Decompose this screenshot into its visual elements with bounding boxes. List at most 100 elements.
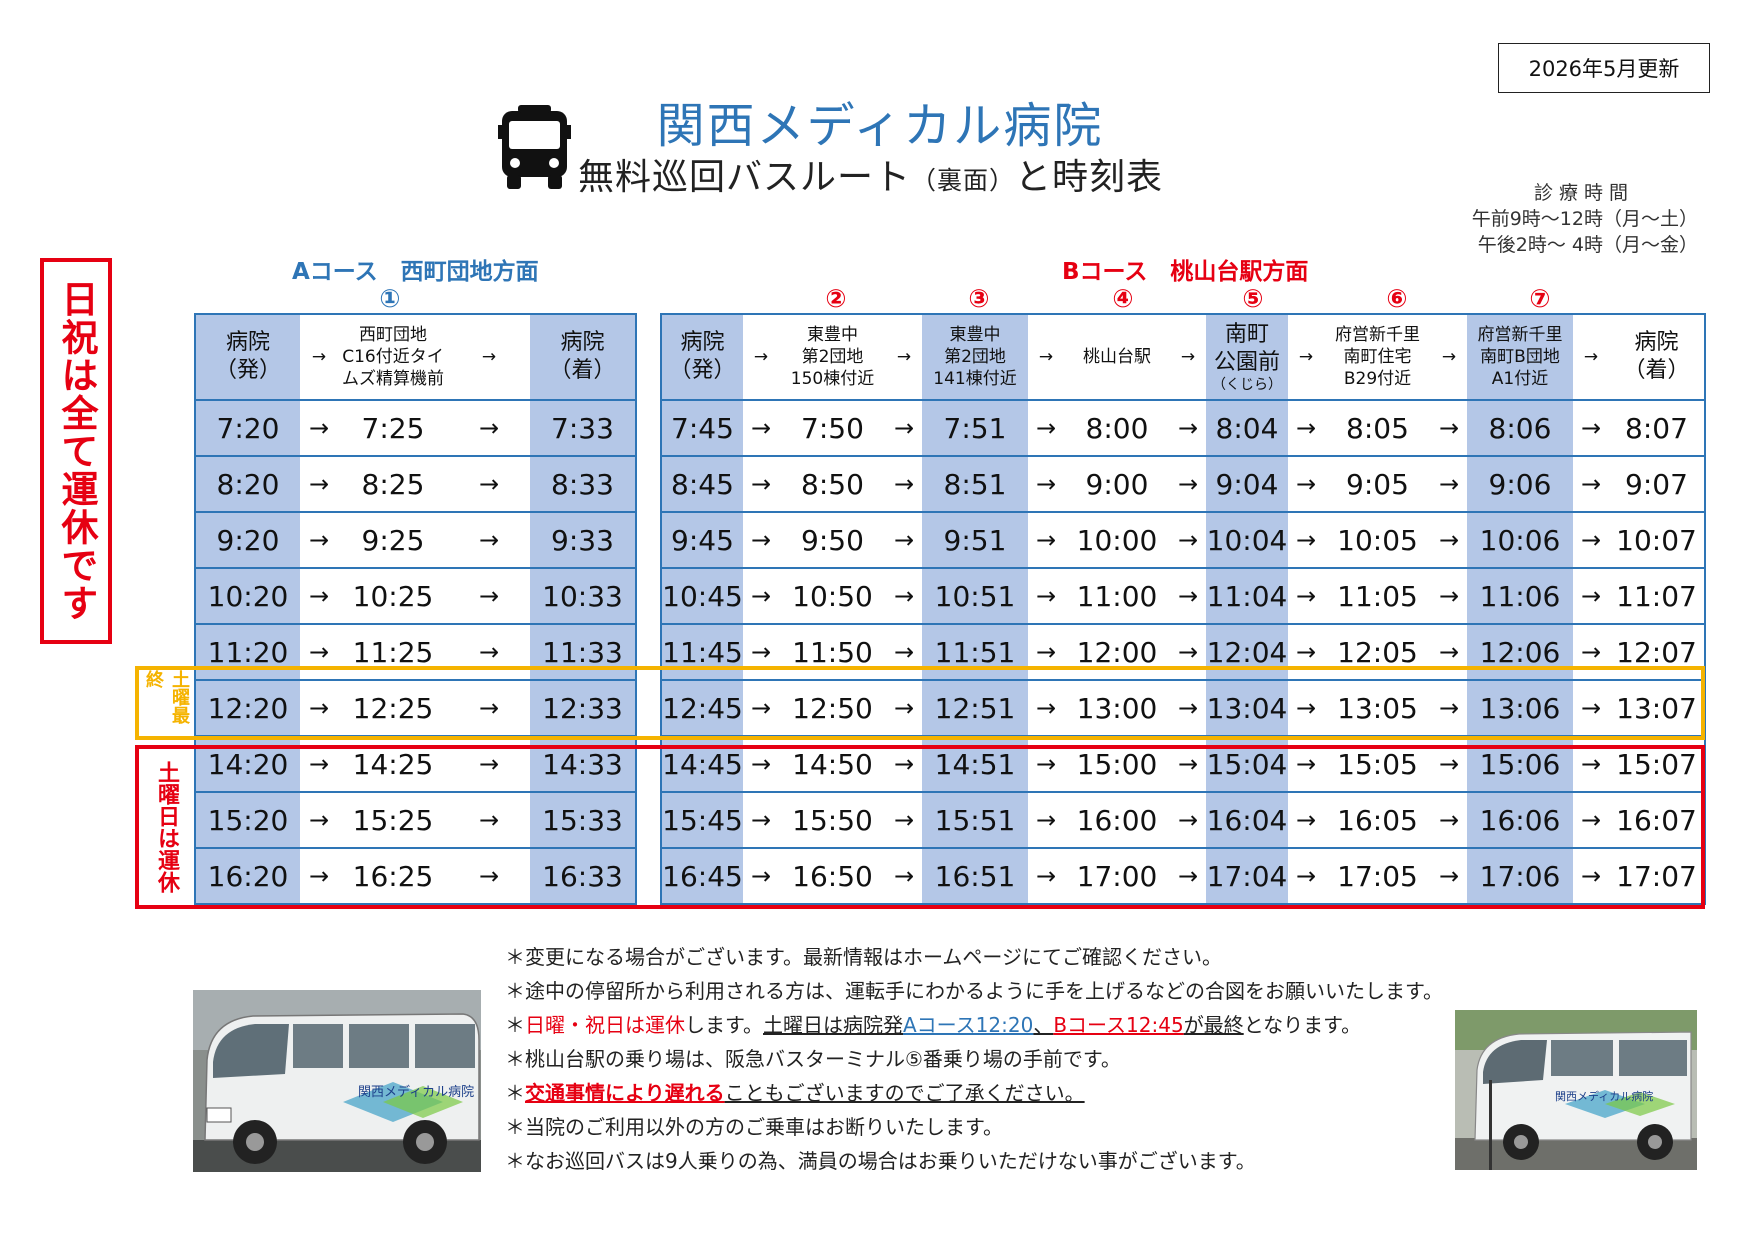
course-b-stop3-time: 11:51: [922, 624, 1028, 681]
arrow-cell-value: →: [1035, 750, 1057, 778]
course-b-stop2-time-value: 8:50: [801, 467, 864, 501]
course-a-arrive-time: 7:33: [530, 400, 636, 457]
course-a-depart-time-value: 15:20: [207, 803, 289, 837]
photo-left-label: 関西メディカル病院: [358, 1084, 474, 1100]
arrow-cell: →: [1028, 680, 1064, 737]
course-a-depart-time: 11:20: [195, 624, 300, 681]
course-b-depart-time-value: 8:45: [671, 467, 734, 501]
course-b-depart-time: 11:45: [661, 624, 743, 681]
arrow-cell-value: →: [1295, 638, 1317, 666]
course-b-stop5-time-value: 10:04: [1206, 523, 1288, 557]
arrow-cell-value: →: [1580, 638, 1602, 666]
course-a-stop1-time: 10:25: [338, 568, 448, 625]
stop-number-3: ③: [968, 284, 990, 313]
arrow-cell: →: [1573, 512, 1609, 569]
course-b-depart-time: 7:45: [661, 400, 743, 457]
arrow-cell: →: [886, 568, 922, 625]
arrow-cell-value: →: [750, 582, 772, 610]
note-line: ＊交通事情により遅れることもございますのでご了承ください。: [505, 1076, 1565, 1110]
note-part: 交通事情により遅れる: [525, 1081, 725, 1105]
course-a-timetable: 病院 （発） → 西町団地 C16付近タイ ムズ精算機前 → 病院 （着） 7:…: [194, 313, 637, 905]
course-b-row: 10:45 → 10:50 → 10:51 → 11:00 → 11:04 → 11:05 → 11:0…: [661, 568, 1705, 625]
arrow-cell: →: [1573, 400, 1609, 457]
arrow-cell: →: [1431, 680, 1467, 737]
course-b-arrive-time: 9:07: [1609, 456, 1705, 513]
course-b-stop5-time: 9:04: [1206, 456, 1288, 513]
course-a-stop1-time-value: 12:25: [352, 691, 434, 725]
course-b-stop2-time: 11:50: [779, 624, 886, 681]
arrow-cell-value: →: [478, 582, 500, 610]
course-b-title: Bコース 桃山台駅方面: [1062, 259, 1309, 285]
course-b-stop7-time: 16:06: [1467, 792, 1573, 849]
arrow-cell: →: [1573, 792, 1609, 849]
arrow-cell: →: [743, 568, 779, 625]
arrow-cell: →: [743, 512, 779, 569]
arrow-cell: →: [1573, 456, 1609, 513]
course-b-depart-time-value: 12:45: [662, 691, 743, 725]
arrow-cell: →: [1028, 848, 1064, 905]
arrow-cell-value: →: [1035, 862, 1057, 890]
course-b-stop3-time: 7:51: [922, 400, 1028, 457]
course-b-stop3-time-value: 12:51: [934, 691, 1016, 725]
course-b-stop5-time: 8:04: [1206, 400, 1288, 457]
course-b-stop2-time-value: 14:50: [792, 747, 873, 781]
arrow-cell: →: [1170, 512, 1206, 569]
course-a-stop1-time-value: 11:25: [352, 635, 434, 669]
arrow-cell: →: [1288, 512, 1324, 569]
arrow-cell-value: →: [893, 694, 915, 722]
saturday-final-label-box: 土曜最終: [139, 670, 193, 736]
course-b-arrive-time-value: 11:07: [1616, 579, 1697, 613]
note-part: Bコース12:45: [1053, 1013, 1184, 1037]
arrow-cell: →: [448, 680, 530, 737]
saturday-off-highlight: [135, 745, 1705, 909]
arrow-cell: →: [300, 848, 338, 905]
arrow-cell-value: →: [1295, 414, 1317, 442]
arrow-glyph: →: [1583, 347, 1599, 367]
note-part: ＊: [505, 1081, 525, 1105]
arrow-cell: →: [1028, 792, 1064, 849]
course-a-depart-time-value: 9:20: [216, 523, 280, 557]
course-a-stop1-time-value: 15:25: [352, 803, 434, 837]
arrow-cell: →: [743, 680, 779, 737]
course-b-stop4-time-value: 12:00: [1076, 635, 1158, 669]
arrow-cell: →: [1288, 624, 1324, 681]
course-b-stop7-time-value: 15:06: [1479, 747, 1561, 781]
note-part: 日曜・祝日は運休: [525, 1013, 685, 1037]
course-b-row: 11:45 → 11:50 → 11:51 → 12:00 → 12:04 → 12:05 → 12:0…: [661, 624, 1705, 681]
arrow-cell: →: [1288, 456, 1324, 513]
arrow-cell: →: [1288, 680, 1324, 737]
arrow-cell-value: →: [1438, 582, 1460, 610]
arrow-cell: →: [1288, 314, 1324, 401]
arrow-cell: →: [300, 568, 338, 625]
arrow-cell-value: →: [1580, 862, 1602, 890]
course-b-stop5-time-value: 8:04: [1215, 411, 1279, 445]
arrow-cell-value: →: [1580, 414, 1602, 442]
course-b-stop4-time-value: 13:00: [1076, 691, 1158, 725]
course-a-arrive-time: 11:33: [530, 624, 636, 681]
arrow-cell-value: →: [1035, 470, 1057, 498]
holiday-notice-box: 日祝は全て運休です: [40, 258, 112, 644]
course-a-row: 16:20 → 16:25 → 16:33: [195, 848, 636, 905]
saturday-off-label: 土曜日は運休: [154, 761, 179, 893]
arrow-glyph: →: [311, 347, 327, 367]
arrow-cell-value: →: [893, 750, 915, 778]
course-a-row: 8:20 → 8:25 → 8:33: [195, 456, 636, 513]
course-a-arrive-time-value: 8:33: [551, 467, 614, 501]
course-a-arrive-time-value: 7:33: [551, 411, 614, 445]
course-b-stop6-time: 11:05: [1324, 568, 1431, 625]
course-a-row: 15:20 → 15:25 → 15:33: [195, 792, 636, 849]
course-a-arrive-time: 9:33: [530, 512, 636, 569]
course-b-arrive-time-value: 8:07: [1625, 411, 1688, 445]
course-b-stop6-time: 17:05: [1324, 848, 1431, 905]
course-b-stop7-header: 府営新千里 南町B団地 A1付近: [1467, 314, 1573, 401]
arrow-cell-value: →: [1177, 694, 1199, 722]
course-a-arrive-time: 15:33: [530, 792, 636, 849]
course-a-row: 9:20 → 9:25 → 9:33: [195, 512, 636, 569]
arrow-cell-value: →: [308, 526, 330, 554]
course-b-arrive-time: 13:07: [1609, 680, 1705, 737]
arrow-cell-value: →: [1580, 750, 1602, 778]
course-b-stop7-time-value: 9:06: [1488, 467, 1552, 501]
course-b-stop4-time: 17:00: [1064, 848, 1170, 905]
course-b-stop7-time: 13:06: [1467, 680, 1573, 737]
arrow-cell-value: →: [1295, 694, 1317, 722]
